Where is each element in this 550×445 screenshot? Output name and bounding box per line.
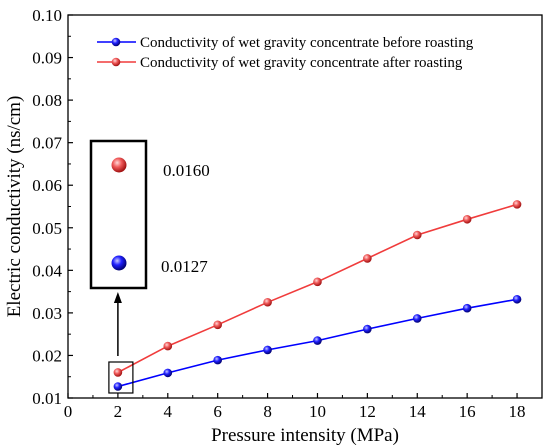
legend: Conductivity of wet gravity concentrate …	[97, 35, 474, 71]
y-tick-label: 0.06	[32, 176, 62, 195]
y-axis-title: Electric conductivity (ns/cm)	[4, 96, 25, 318]
series-point	[412, 230, 422, 240]
arrow-head	[113, 292, 122, 303]
x-tick-label: 10	[309, 402, 326, 421]
series-point	[163, 341, 173, 351]
series	[113, 200, 522, 391]
legend-item: Conductivity of wet gravity concentrate …	[97, 55, 463, 71]
y-tick-label: 0.04	[32, 261, 62, 280]
legend-label: Conductivity of wet gravity concentrate …	[140, 55, 463, 71]
series-point	[313, 336, 322, 345]
y-tick-label: 0.09	[32, 49, 62, 68]
y-tick-label: 0.03	[32, 304, 62, 323]
y-tick-label: 0.08	[32, 91, 62, 110]
series-point	[163, 368, 173, 378]
legend-marker	[111, 37, 121, 47]
series-point	[113, 368, 123, 377]
plot-frame	[67, 14, 543, 399]
x-axis-title: Pressure intensity (MPa)	[211, 425, 399, 445]
x-tick-label: 14	[409, 402, 427, 421]
series-point	[462, 214, 472, 224]
series-point	[462, 303, 472, 313]
series-point	[512, 200, 522, 209]
y-tick-label: 0.10	[32, 6, 62, 25]
x-tick-label: 2	[114, 402, 123, 421]
legend-item: Conductivity of wet gravity concentrate …	[97, 35, 474, 51]
inset-before-value: 0.0127	[161, 257, 208, 276]
x-tick-label: 12	[359, 402, 376, 421]
legend-marker	[111, 57, 121, 67]
series-point	[213, 320, 222, 330]
series-point	[363, 254, 372, 263]
series-line	[117, 203, 518, 374]
inset-blue-point	[111, 255, 127, 271]
x-tick-label: 6	[213, 402, 222, 421]
y-tick-label: 0.01	[32, 389, 62, 408]
series-point	[263, 297, 272, 307]
series-point	[263, 345, 272, 355]
inset-zoom: 0.0160 0.0127	[89, 139, 210, 394]
series-point	[412, 314, 422, 323]
series-point	[363, 324, 372, 334]
y-tick-label: 0.05	[32, 219, 62, 238]
y-tick-label: 0.02	[32, 346, 62, 365]
axes	[67, 14, 543, 399]
legend-label: Conductivity of wet gravity concentrate …	[140, 35, 474, 51]
series-point	[213, 355, 222, 365]
series-point	[313, 277, 322, 287]
x-tick-label: 16	[459, 402, 476, 421]
series-point	[512, 294, 522, 304]
y-tick-label: 0.07	[32, 134, 62, 153]
x-tick-label: 8	[263, 402, 272, 421]
inset-after-value: 0.0160	[163, 161, 210, 180]
highlight-box	[108, 361, 134, 394]
inset-red-point	[111, 157, 127, 173]
inset-box	[89, 139, 148, 290]
series-point	[113, 382, 123, 391]
x-tick-label: 18	[509, 402, 526, 421]
x-tick-label: 4	[164, 402, 173, 421]
ticks: 0 2 4 6 8 10 12 14 16 18 0.01 0.02 0.03 0.04 0.05 0.06 0…	[32, 6, 525, 421]
x-tick-label: 0	[64, 402, 73, 421]
